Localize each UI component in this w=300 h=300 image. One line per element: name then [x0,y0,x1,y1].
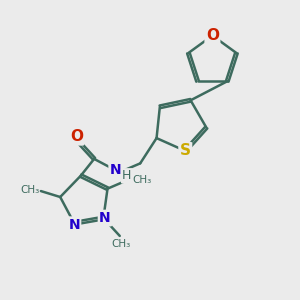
Text: N: N [68,218,80,232]
Text: O: O [70,129,83,144]
Text: S: S [180,143,191,158]
Text: O: O [206,28,219,43]
Text: CH₃: CH₃ [20,184,39,195]
Text: H: H [122,169,131,182]
Text: N: N [110,163,122,177]
Text: CH₃: CH₃ [132,175,151,185]
Text: N: N [99,211,111,225]
Text: CH₃: CH₃ [112,239,131,250]
